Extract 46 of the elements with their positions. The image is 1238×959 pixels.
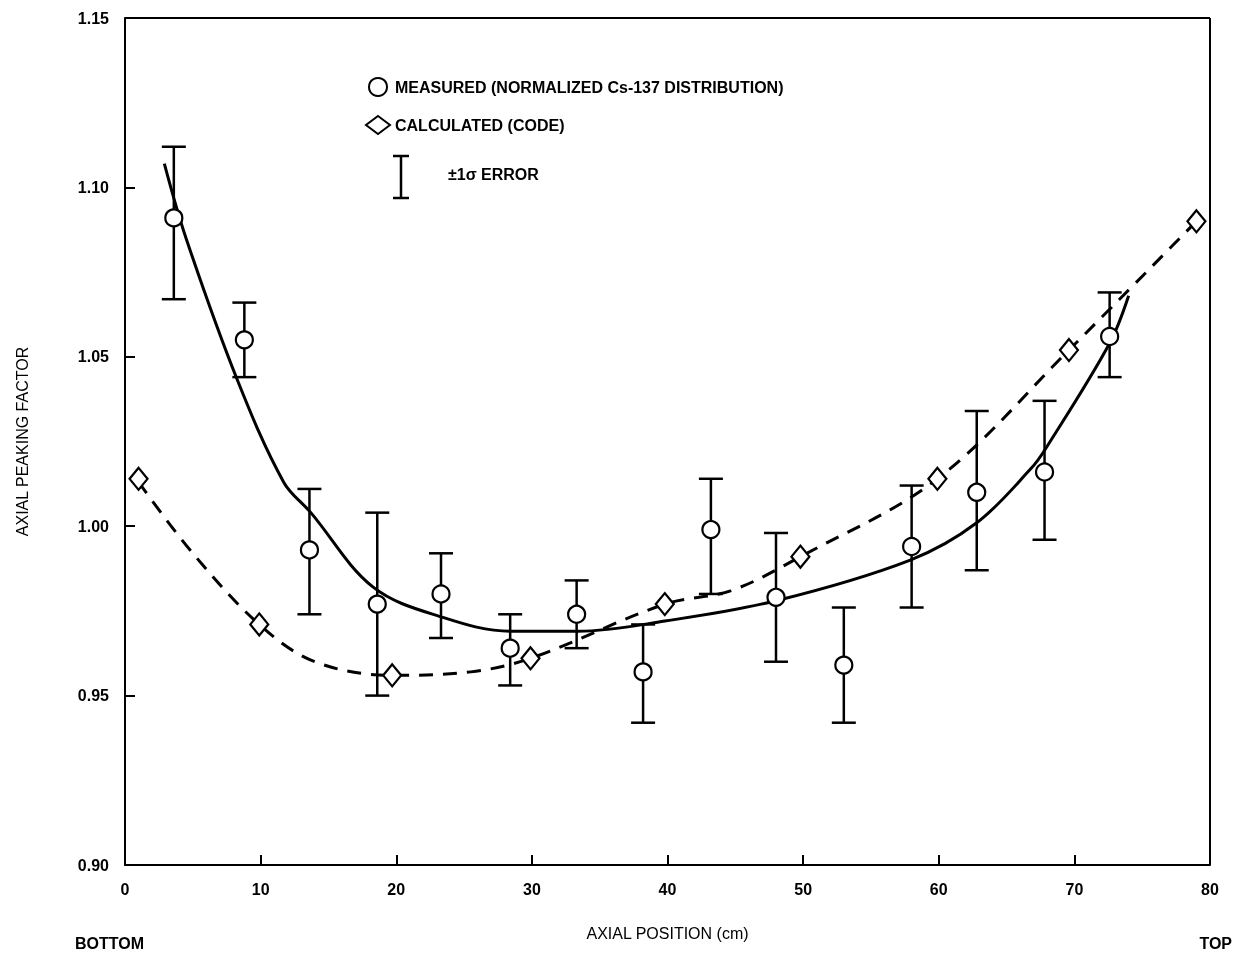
x-axis-title: AXIAL POSITION (cm) xyxy=(586,924,749,942)
x-tick-label: 80 xyxy=(1201,880,1219,898)
point xyxy=(234,330,254,350)
x-tick-label: 70 xyxy=(1065,880,1084,898)
x-tick-label: 50 xyxy=(794,880,813,898)
y-tick-label: 1.00 xyxy=(77,517,110,535)
x-tick-label: 40 xyxy=(658,880,677,898)
point xyxy=(834,655,854,675)
point xyxy=(1034,462,1055,482)
point xyxy=(431,584,451,604)
point xyxy=(249,612,270,637)
text: BOTTOM xyxy=(75,934,145,952)
point xyxy=(654,592,675,617)
point xyxy=(927,466,948,491)
x-tick-label: 60 xyxy=(929,880,948,898)
x-tick-label: 0 xyxy=(120,880,130,898)
point xyxy=(500,638,520,658)
annotation: ±1σ ERROR xyxy=(448,165,540,183)
point xyxy=(1100,326,1120,347)
point xyxy=(299,540,320,560)
point xyxy=(701,519,721,540)
y-axis-title: AXIAL PEAKING FACTOR xyxy=(13,346,31,537)
y-tick-label: 0.95 xyxy=(77,687,110,705)
point xyxy=(164,208,184,228)
y-tick-label: 1.05 xyxy=(77,348,110,366)
text: TOP xyxy=(1199,934,1233,952)
point xyxy=(967,482,987,502)
legend-label: MEASURED (NORMALIZED Cs-137 DISTRIBUTION) xyxy=(395,78,784,96)
point xyxy=(382,663,403,688)
point xyxy=(520,646,541,671)
point xyxy=(567,604,587,624)
x-tick-label: 20 xyxy=(387,880,406,898)
x-tick-label: 30 xyxy=(522,880,541,898)
point xyxy=(1186,209,1207,234)
point xyxy=(1058,337,1080,363)
point xyxy=(902,536,922,557)
y-tick-label: 0.90 xyxy=(77,856,110,874)
y-tick-label: 1.10 xyxy=(77,178,110,196)
x-tick-label: 10 xyxy=(251,880,270,898)
point xyxy=(790,544,811,569)
legend-label: CALCULATED (CODE) xyxy=(395,116,565,134)
point xyxy=(128,466,149,491)
y-tick-label: 1.15 xyxy=(77,9,110,27)
point xyxy=(633,662,653,682)
point xyxy=(766,587,786,607)
point xyxy=(367,594,387,614)
